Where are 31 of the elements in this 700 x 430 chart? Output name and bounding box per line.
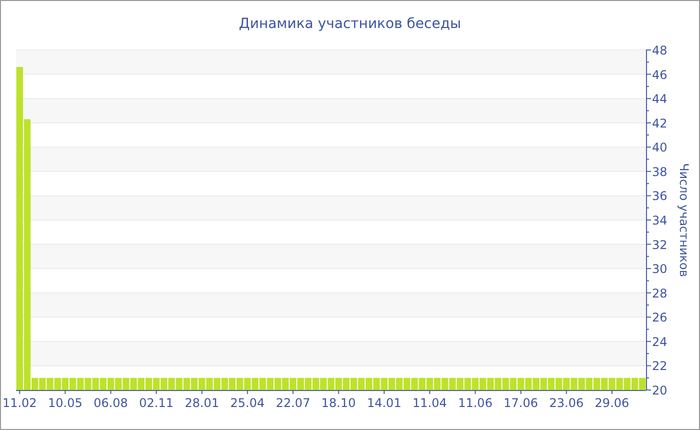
y-tick-label: 40 [652, 140, 668, 155]
x-tick-label: 22.07 [276, 396, 310, 410]
y-tick-label: 24 [652, 334, 668, 349]
y-tick-label: 32 [652, 238, 668, 252]
y-tick-label: 26 [652, 310, 668, 325]
x-tick-label: 25.04 [230, 396, 265, 410]
y-tick-label: 38 [652, 164, 668, 179]
y-tick-label: 20 [652, 384, 668, 398]
x-tick-label: 17.06 [504, 396, 538, 410]
x-tick-label: 28.01 [184, 396, 220, 410]
y-tick-label: 46 [652, 68, 668, 82]
x-tick-label: 11.04 [412, 396, 447, 410]
x-tick-label: 14.01 [366, 396, 402, 410]
x-tick-label: 18.10 [321, 396, 356, 410]
x-tick-label: 23.06 [549, 396, 584, 410]
y-tick-label: 44 [652, 92, 668, 106]
x-tick-label: 10.05 [48, 396, 82, 410]
y-tick-label: 30 [652, 262, 668, 276]
x-tick-label: 02.11 [139, 396, 174, 410]
chart-title: Динамика участников беседы [238, 16, 462, 32]
x-tick-label: 06.08 [94, 396, 128, 410]
y-tick-label: 42 [652, 116, 668, 130]
y-tick-label: 22 [652, 359, 668, 374]
x-tick-label: 11.02 [2, 396, 37, 410]
x-tick-label: 11.06 [458, 396, 492, 410]
y-tick-label: 34 [652, 214, 668, 228]
x-tick-label: 29.06 [594, 396, 630, 410]
y-tick-label: 48 [652, 44, 668, 58]
y-tick-label: 28 [652, 286, 668, 300]
y-tick-label: 36 [652, 189, 668, 204]
y-axis-title: Число участников [677, 163, 691, 277]
